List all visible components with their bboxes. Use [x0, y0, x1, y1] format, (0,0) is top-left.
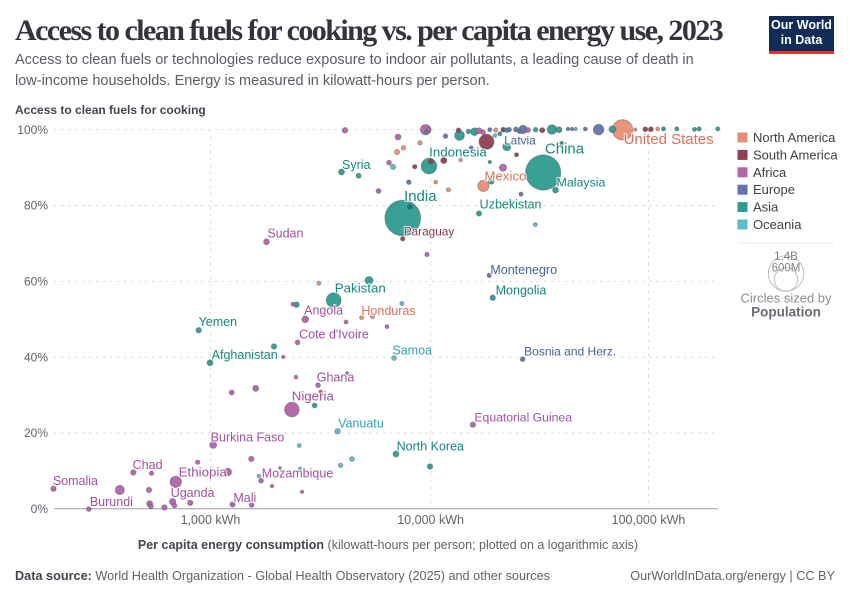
svg-text:Latvia: Latvia: [504, 134, 536, 148]
svg-text:Vanuatu: Vanuatu: [338, 417, 384, 431]
svg-text:Burkina Faso: Burkina Faso: [211, 431, 285, 445]
svg-text:Paraguay: Paraguay: [404, 224, 455, 238]
svg-text:Honduras: Honduras: [361, 304, 415, 318]
svg-text:Mongolia: Mongolia: [496, 284, 547, 298]
svg-text:40%: 40%: [24, 350, 48, 364]
svg-text:Equatorial Guinea: Equatorial Guinea: [474, 411, 572, 425]
svg-text:1.4B: 1.4B: [774, 251, 798, 263]
svg-text:100,000 kWh: 100,000 kWh: [612, 513, 686, 527]
svg-text:Burundi: Burundi: [90, 495, 133, 509]
svg-text:Sudan: Sudan: [267, 227, 303, 241]
svg-text:20%: 20%: [24, 426, 48, 440]
svg-text:Angola: Angola: [304, 303, 343, 317]
svg-text:10,000 kWh: 10,000 kWh: [397, 513, 464, 527]
svg-text:60%: 60%: [24, 275, 48, 289]
svg-text:Ghana: Ghana: [317, 371, 355, 385]
svg-text:South America: South America: [753, 147, 838, 162]
svg-text:Bosnia and Herz.: Bosnia and Herz.: [524, 345, 616, 359]
svg-text:Syria: Syria: [342, 158, 371, 172]
svg-text:Europe: Europe: [753, 182, 795, 197]
svg-text:1,000 kWh: 1,000 kWh: [181, 513, 241, 527]
svg-text:Oceania: Oceania: [753, 217, 802, 232]
svg-text:Uzbekistan: Uzbekistan: [480, 197, 542, 211]
svg-text:Chad: Chad: [133, 458, 163, 472]
svg-text:Per capita energy consumption: Per capita energy consumption (kilowatt-…: [138, 538, 638, 552]
svg-text:United States: United States: [624, 131, 714, 148]
svg-text:Ethiopia: Ethiopia: [179, 465, 228, 480]
svg-text:India: India: [404, 188, 437, 205]
svg-text:China: China: [545, 141, 585, 158]
svg-text:Samoa: Samoa: [392, 344, 432, 358]
svg-text:North Korea: North Korea: [397, 439, 464, 453]
svg-text:Yemen: Yemen: [199, 315, 238, 329]
svg-text:600M: 600M: [772, 263, 801, 275]
svg-text:Afghanistan: Afghanistan: [212, 348, 278, 362]
svg-text:Somalia: Somalia: [53, 474, 98, 488]
svg-text:Population: Population: [751, 305, 821, 320]
svg-text:80%: 80%: [24, 199, 48, 213]
svg-text:Cote d'Ivoire: Cote d'Ivoire: [299, 328, 369, 342]
svg-text:Mozambique: Mozambique: [262, 467, 334, 481]
svg-text:100%: 100%: [17, 123, 48, 137]
svg-text:Asia: Asia: [753, 200, 779, 215]
svg-text:Montenegro: Montenegro: [490, 263, 557, 277]
svg-text:Pakistan: Pakistan: [335, 281, 386, 296]
svg-text:North America: North America: [753, 130, 836, 145]
svg-text:Uganda: Uganda: [171, 486, 215, 500]
svg-text:Indonesia: Indonesia: [429, 145, 487, 160]
svg-text:Africa: Africa: [753, 165, 787, 180]
svg-text:0%: 0%: [31, 502, 49, 516]
svg-text:Mali: Mali: [233, 491, 256, 505]
svg-text:Nigeria: Nigeria: [292, 389, 335, 404]
svg-text:Circles sized by: Circles sized by: [740, 291, 832, 306]
svg-text:Mexico: Mexico: [484, 168, 526, 183]
svg-text:Malaysia: Malaysia: [557, 176, 606, 190]
